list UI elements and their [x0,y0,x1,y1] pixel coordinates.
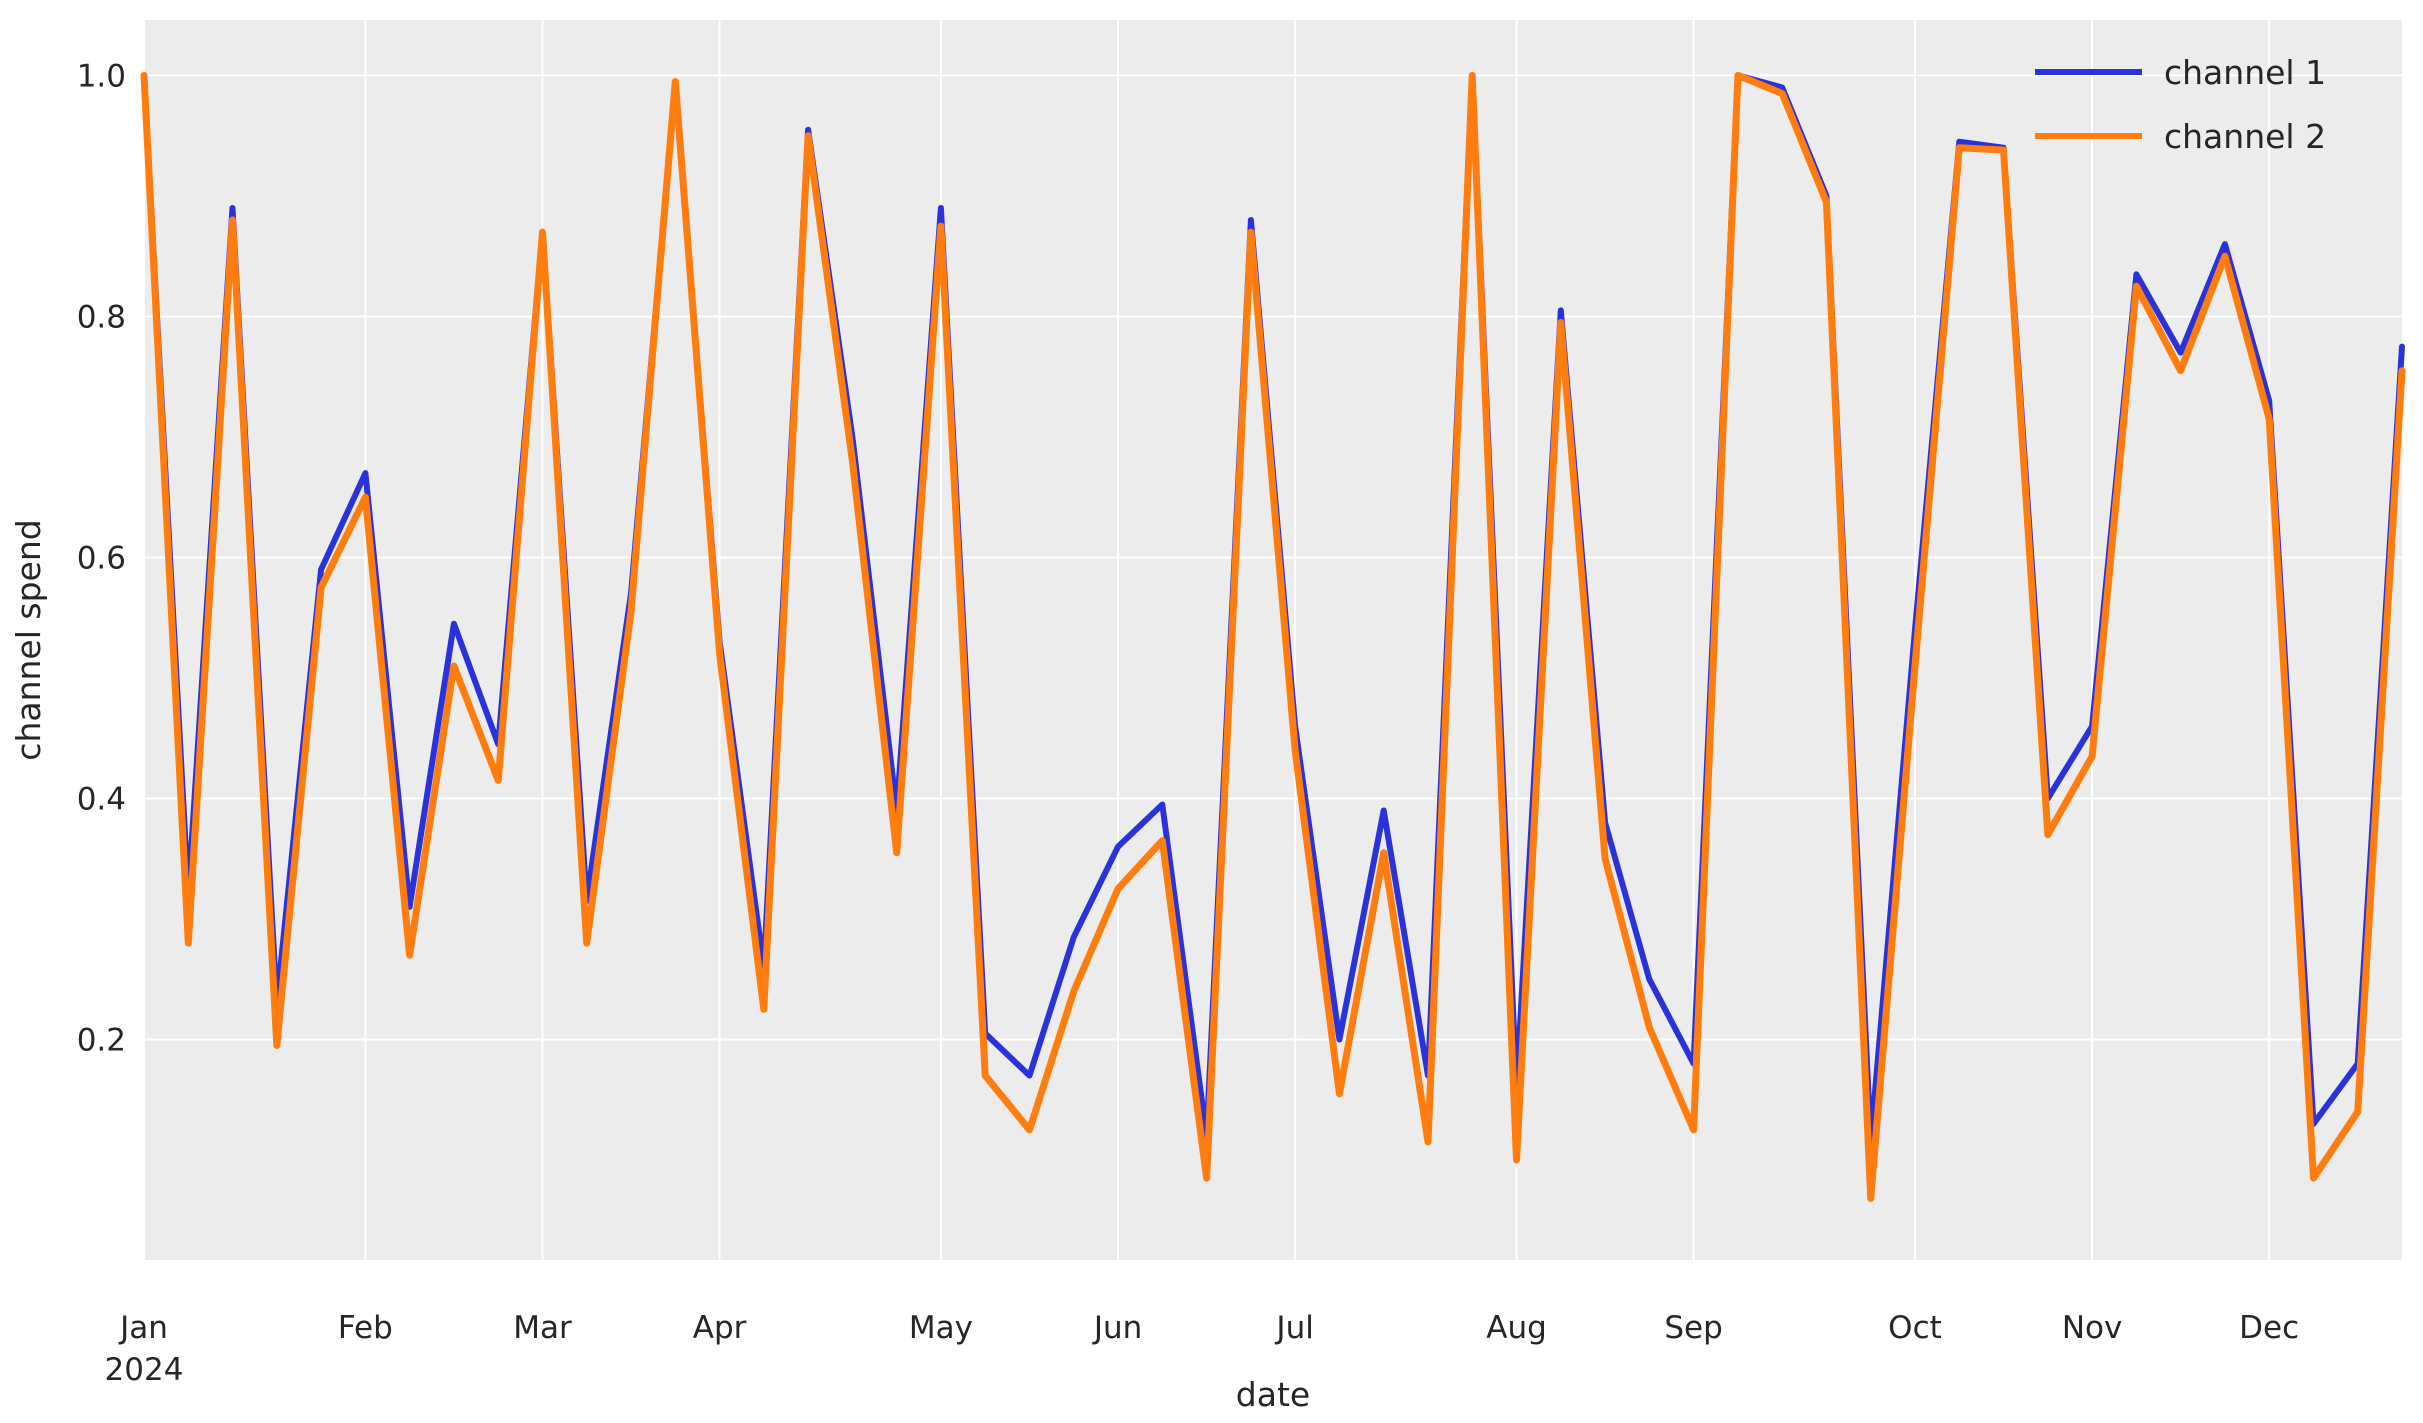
legend: channel 1 channel 2 [2035,53,2326,156]
plot-area [144,20,2402,1260]
y-tick-labels: 0.2 0.4 0.6 0.8 1.0 [77,58,126,1058]
line-channel-2 [140,71,2406,1202]
legend-label-channel-1: channel 1 [2164,53,2326,92]
y-tick-0.8: 0.8 [77,299,126,335]
y-gridlines [144,74,2402,1041]
x-tick-dec: Dec [2239,1310,2299,1346]
x-tick-feb: Feb [338,1310,393,1346]
x-tick-nov: Nov [2062,1310,2123,1346]
x-tick-jan: Jan [118,1310,168,1346]
x-tick-jul: Jul [1274,1310,1313,1346]
x-tick-jun: Jun [1092,1310,1142,1346]
x-gridlines [143,20,2271,1260]
y-tick-0.6: 0.6 [77,540,126,576]
x-tick-apr: Apr [693,1310,747,1346]
x-tick-sublabel-2024: 2024 [105,1352,184,1388]
y-tick-0.4: 0.4 [77,781,126,817]
y-axis-label: channel spend [9,519,48,760]
series-lines [140,71,2406,1202]
x-tick-sep: Sep [1664,1310,1722,1346]
y-tick-1.0: 1.0 [77,58,126,94]
x-tick-mar: Mar [513,1310,572,1346]
y-tick-0.2: 0.2 [77,1022,126,1058]
x-tick-aug: Aug [1486,1310,1547,1346]
x-tick-labels: Jan 2024 Feb Mar Apr May Jun Jul Aug Sep Oct Nov Dec [105,1310,2300,1388]
x-tick-oct: Oct [1888,1310,1942,1346]
x-axis-label: date [1236,1375,1310,1414]
x-tick-may: May [909,1310,973,1346]
legend-label-channel-2: channel 2 [2164,117,2326,156]
